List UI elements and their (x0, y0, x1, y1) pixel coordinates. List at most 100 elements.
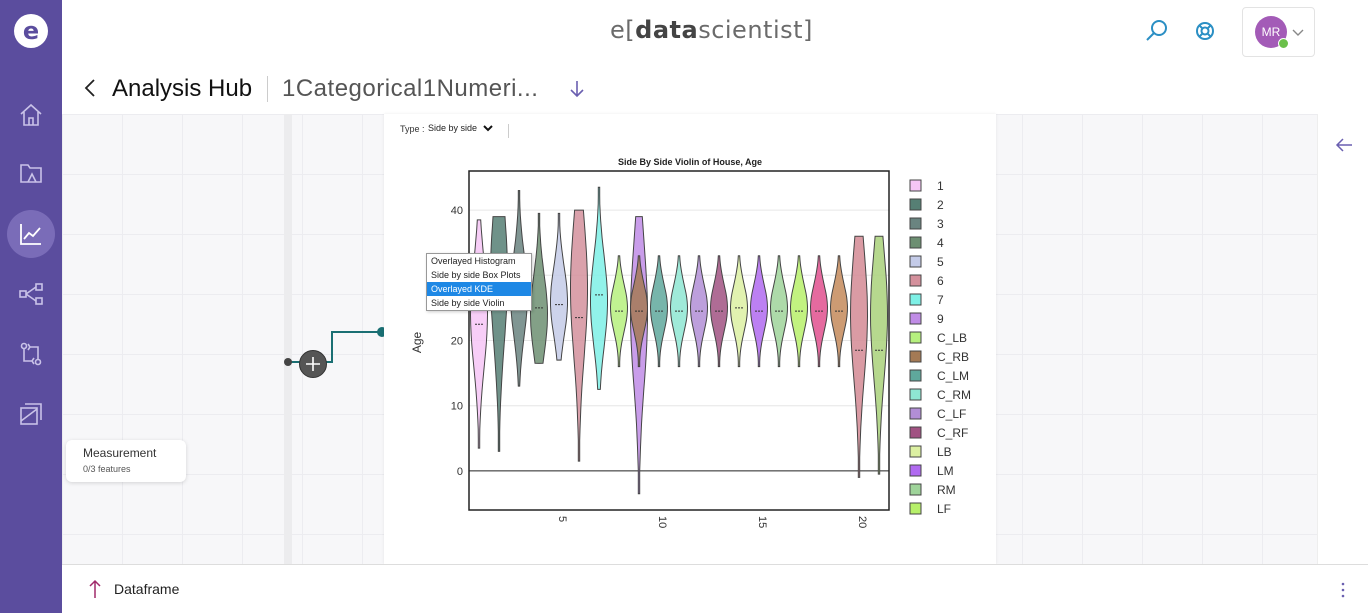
search-icon[interactable] (1144, 18, 1170, 44)
legend-label: C_RF (937, 426, 968, 440)
pipeline-connector (284, 327, 387, 366)
legend-label: 3 (937, 217, 944, 231)
violin-chart: Side By Side Violin of House, Age0102030… (410, 157, 971, 528)
legend-swatch (909, 331, 922, 344)
violin-mark (869, 235, 889, 475)
measurement-node[interactable]: Measurement 0/3 features (66, 440, 186, 482)
legend-label: C_LB (937, 331, 967, 345)
legend-label: LB (937, 445, 952, 459)
y-tick-label: 40 (451, 205, 463, 217)
plot-type-select[interactable]: Side by side (428, 123, 500, 137)
download-arrow-icon[interactable] (567, 78, 587, 100)
node-feature-count: 0/3 features (83, 464, 131, 474)
legend-label: 2 (937, 198, 944, 212)
legend-label: 6 (937, 274, 944, 288)
legend-swatch (909, 483, 922, 496)
chevron-down-icon (1292, 29, 1304, 36)
node-title: Measurement (83, 446, 157, 460)
more-vertical-icon[interactable] (1338, 579, 1348, 601)
legend-label: C_RM (937, 388, 971, 402)
violin-mark (590, 186, 608, 390)
legend-label: RM (937, 483, 956, 497)
legend-swatch (909, 464, 922, 477)
legend-swatch (909, 179, 922, 192)
violin-mark (550, 212, 568, 361)
layers-icon[interactable] (7, 390, 55, 438)
legend-label: C_RB (937, 350, 969, 364)
legend-label: C_LF (937, 407, 966, 421)
online-status-dot (1278, 38, 1289, 49)
violin-mark (849, 235, 869, 478)
home-icon[interactable] (7, 91, 55, 139)
toolbar-divider (508, 124, 509, 138)
legend-swatch (909, 407, 922, 420)
brand-wordmark: e[datascientist] (610, 16, 813, 44)
legend-swatch (909, 217, 922, 230)
dropdown-option[interactable]: Overlayed KDE (427, 282, 531, 296)
legend-label: 1 (937, 179, 944, 193)
workflow-canvas[interactable]: Type : Side by side Side By Side Violin … (62, 114, 1368, 564)
arrow-up-icon[interactable] (88, 578, 102, 600)
legend-label: LF (937, 502, 951, 516)
dropdown-option[interactable]: Overlayed Histogram (431, 256, 516, 266)
legend-swatch (909, 293, 922, 306)
add-node-button[interactable] (299, 350, 327, 378)
back-arrow-icon[interactable] (80, 77, 100, 99)
bottom-bar: Dataframe (62, 564, 1368, 614)
title-divider (267, 76, 268, 102)
type-label: Type : (400, 124, 425, 134)
dropdown-option[interactable]: Side by side Box Plots (431, 270, 521, 280)
page-title: Analysis Hub (112, 75, 253, 102)
sidebar: e (0, 0, 62, 613)
user-menu[interactable]: MR (1242, 7, 1315, 57)
chart-panel: Type : Side by side Side By Side Violin … (384, 114, 996, 564)
legend-label: 4 (937, 236, 944, 250)
legend-swatch (909, 198, 922, 211)
x-tick-label: 15 (756, 516, 768, 528)
plus-icon (306, 357, 320, 371)
chart-title: Side By Side Violin of House, Age (618, 157, 762, 167)
chevron-down-icon (482, 125, 493, 132)
legend-label: 7 (937, 293, 944, 307)
title-bar: Analysis Hub 1Categorical1Numeri... (62, 62, 1368, 114)
folder-icon[interactable] (7, 149, 55, 197)
share-nodes-icon[interactable] (7, 270, 55, 318)
legend-swatch (909, 388, 922, 401)
chart-line-icon[interactable] (7, 210, 55, 258)
violin-mark (529, 212, 549, 364)
legend-swatch (909, 502, 922, 515)
dropdown-option[interactable]: Side by side Violin (431, 298, 505, 308)
legend-label: 9 (937, 312, 944, 326)
arrow-left-icon[interactable] (1334, 136, 1354, 154)
legend-swatch (909, 255, 922, 268)
dataframe-label[interactable]: Dataframe (114, 581, 180, 597)
top-bar: e[datascientist] MR (62, 0, 1368, 63)
legend-swatch (909, 274, 922, 287)
x-tick-label: 5 (556, 516, 568, 522)
dataset-name: 1Categorical1Numeri... (282, 75, 539, 102)
help-lifebuoy-icon[interactable] (1192, 18, 1218, 44)
x-tick-label: 20 (856, 516, 868, 528)
app-logo[interactable]: e (14, 14, 48, 48)
panel-divider (284, 114, 292, 564)
legend-swatch (909, 369, 922, 382)
right-collapsed-panel (1317, 114, 1368, 564)
legend-label: LM (937, 464, 954, 478)
legend-swatch (909, 236, 922, 249)
plot-type-dropdown: Overlayed Histogram Side by side Box Plot… (426, 253, 532, 311)
legend-swatch (909, 445, 922, 458)
legend-label: 5 (937, 255, 944, 269)
x-tick-label: 10 (656, 516, 668, 528)
legend-label: C_LM (937, 369, 969, 383)
plot-frame (468, 170, 890, 511)
plot-type-value: Side by side (428, 123, 478, 133)
violin-mark (570, 209, 588, 462)
legend-swatch (909, 426, 922, 439)
compare-icon[interactable] (7, 330, 55, 378)
y-tick-label: 20 (451, 336, 463, 348)
legend-swatch (909, 350, 922, 363)
violin-mark (729, 255, 749, 368)
y-axis-label: Age (410, 332, 424, 354)
legend-swatch (909, 312, 922, 325)
violin-mark (489, 216, 509, 452)
